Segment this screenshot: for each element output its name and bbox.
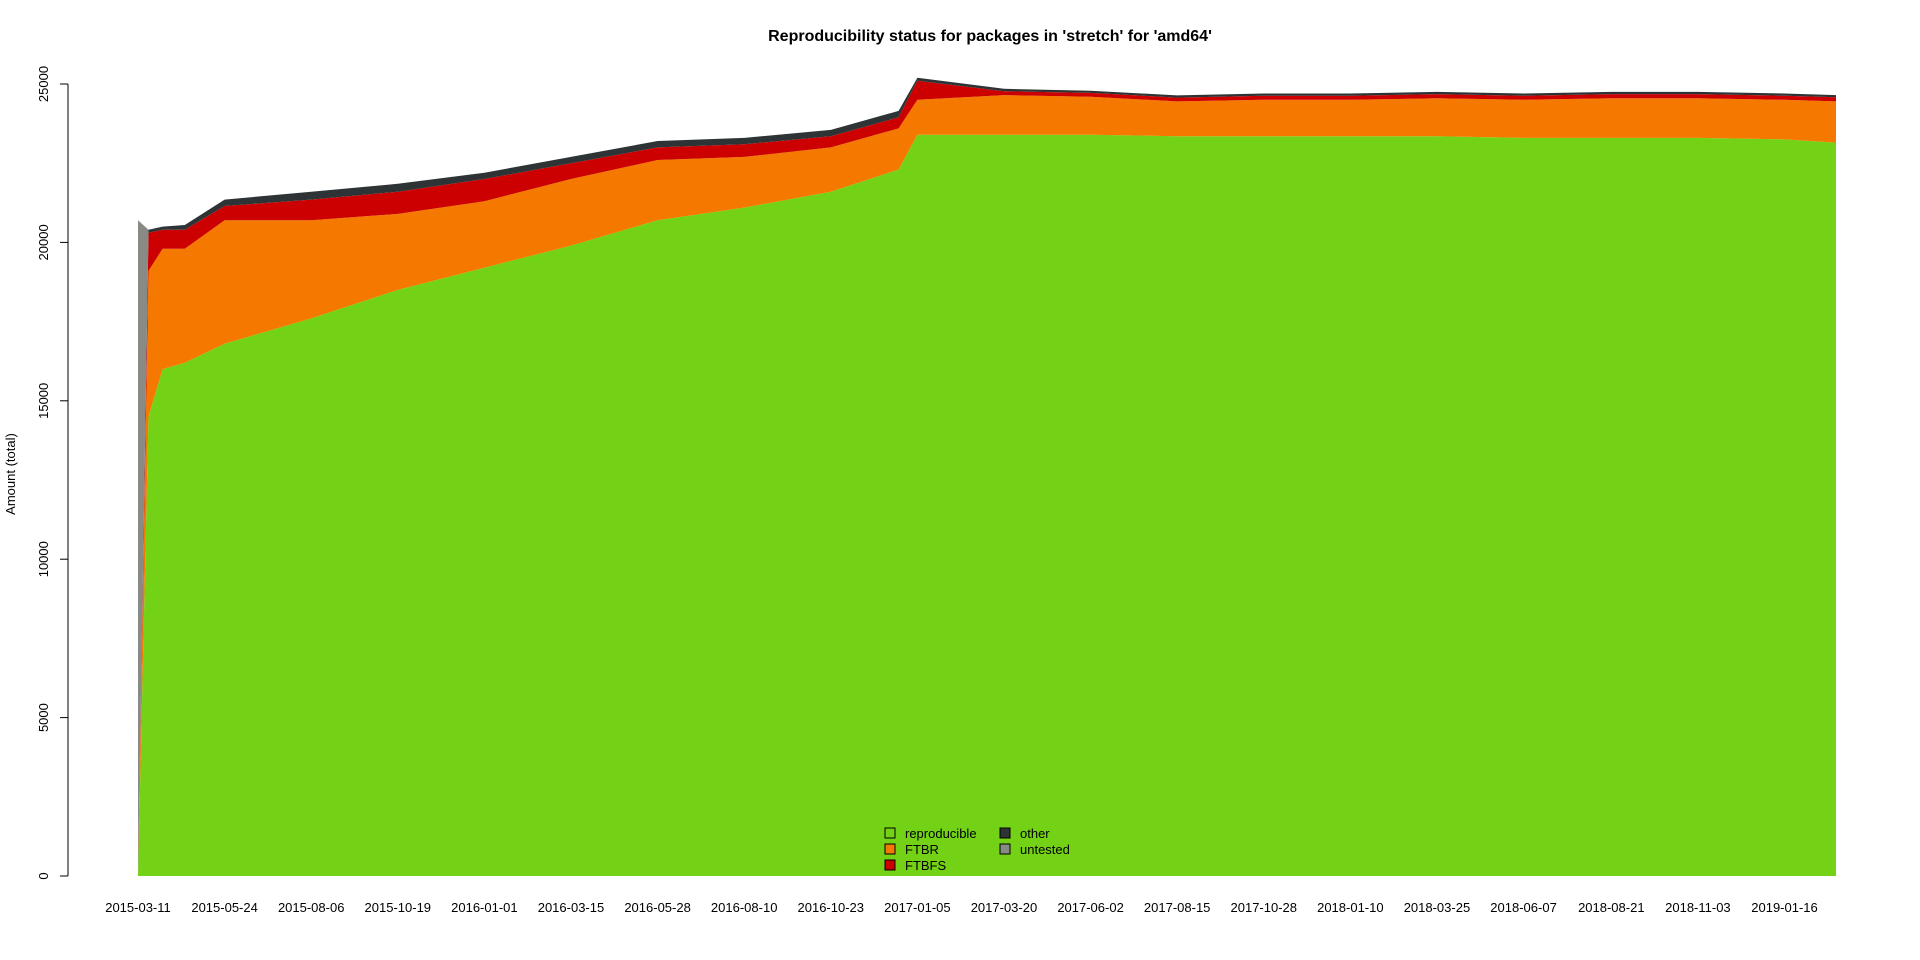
y-tick-label: 15000: [36, 383, 51, 419]
y-tick-label: 20000: [36, 224, 51, 260]
x-tick-label: 2017-03-20: [971, 900, 1038, 915]
y-tick-label: 10000: [36, 541, 51, 577]
x-tick-label: 2016-08-10: [711, 900, 778, 915]
y-tick-label: 25000: [36, 66, 51, 102]
legend-label-reproducible: reproducible: [905, 826, 977, 841]
plot-areas: [138, 77, 1836, 877]
y-axis-title: Amount (total): [3, 433, 18, 515]
x-tick-label: 2015-03-11: [105, 900, 171, 915]
x-tick-label: 2015-08-06: [278, 900, 345, 915]
x-tick-label: 2016-05-28: [624, 900, 691, 915]
x-axis: 2015-03-11 2015-05-24 2015-08-06 2015-10-19…: [105, 900, 1818, 915]
x-tick-label: 2019-01-16: [1751, 900, 1818, 915]
x-tick-label: 2016-10-23: [798, 900, 865, 915]
legend-swatch-reproducible: [884, 827, 896, 839]
x-tick-label: 2018-08-21: [1578, 900, 1645, 915]
x-tick-label: 2015-10-19: [365, 900, 432, 915]
legend-swatch-untested: [999, 843, 1011, 855]
chart-title: Reproducibility status for packages in '…: [768, 28, 1212, 45]
y-tick-label: 0: [36, 872, 51, 879]
legend-swatch-other: [999, 827, 1011, 839]
x-tick-label: 2018-03-25: [1404, 900, 1471, 915]
x-tick-label: 2017-08-15: [1144, 900, 1211, 915]
x-tick-label: 2018-11-03: [1665, 900, 1731, 915]
area-reproducible: [138, 134, 1836, 876]
legend-swatch-FTBR: [884, 843, 896, 855]
legend-swatch-FTBFS: [884, 859, 896, 871]
legend-label-FTBFS: FTBFS: [905, 858, 946, 873]
x-tick-label: 2016-03-15: [538, 900, 605, 915]
y-axis: 0 5000 10000 15000 20000 25000: [36, 66, 69, 880]
x-tick-label: 2017-01-05: [884, 900, 951, 915]
x-tick-label: 2016-01-01: [451, 900, 518, 915]
x-tick-label: 2017-06-02: [1057, 900, 1124, 915]
legend-label-FTBR: FTBR: [905, 842, 939, 857]
x-tick-label: 2018-01-10: [1317, 900, 1384, 915]
legend-label-other: other: [1020, 826, 1050, 841]
x-tick-label: 2018-06-07: [1490, 900, 1557, 915]
x-tick-label: 2017-10-28: [1231, 900, 1298, 915]
legend-label-untested: untested: [1020, 842, 1070, 857]
y-tick-label: 5000: [36, 703, 51, 732]
x-tick-label: 2015-05-24: [191, 900, 258, 915]
